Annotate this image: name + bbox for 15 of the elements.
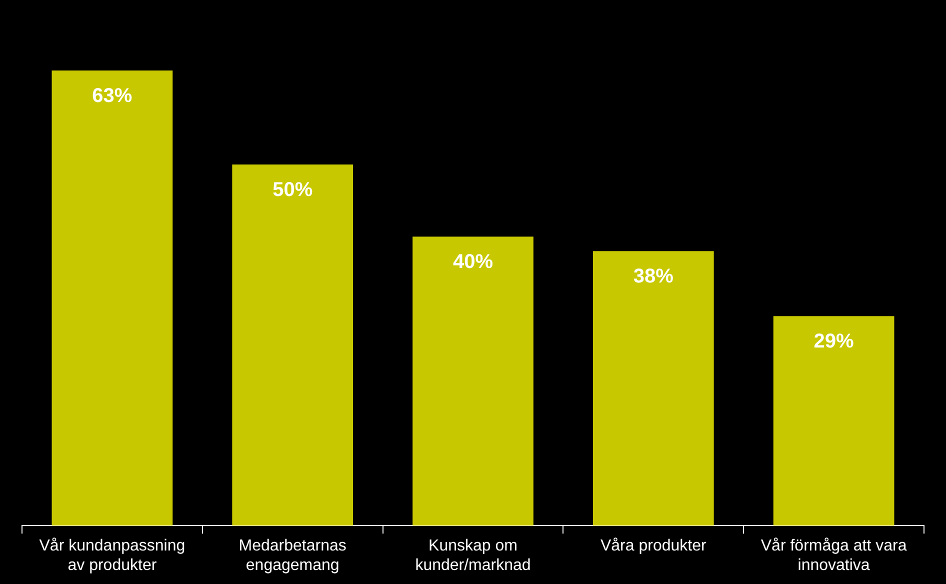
data-label: 40%: [452, 251, 494, 274]
x-tick-label: Kunskap om kunder/marknad: [415, 538, 531, 574]
bar: [52, 70, 173, 526]
x-tick-label: Medarbetarnas engagemang: [238, 538, 346, 574]
data-label: 50%: [272, 178, 313, 201]
x-tick-label: Vår kundanpassning av produkter: [39, 538, 186, 574]
data-label: 29%: [814, 330, 854, 353]
bar: [412, 236, 534, 526]
x-tick-label: Våra produkter: [600, 538, 707, 555]
x-tick-label: Vår förmåga att vara innovativa: [760, 538, 907, 574]
data-label: 63%: [92, 85, 132, 108]
bar: [232, 164, 354, 526]
bar: [592, 251, 714, 526]
data-label: 38%: [633, 266, 674, 288]
bar: [773, 316, 894, 526]
